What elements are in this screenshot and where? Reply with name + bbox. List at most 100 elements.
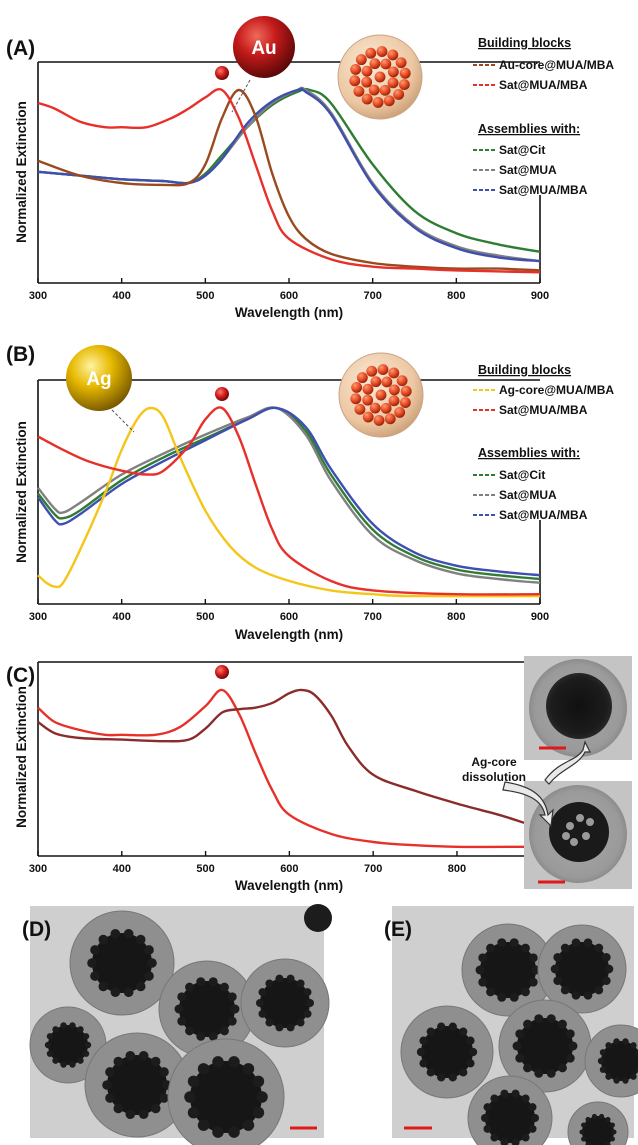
satellite-bead [362,394,374,406]
tem-satellite [481,1114,489,1122]
tem-satellite [208,977,218,987]
tem-satellite [591,1113,597,1119]
tem-satellite [486,943,496,953]
tem-satellite [557,1019,567,1029]
tem-satellite [46,1033,54,1040]
panel-c: (C) 300 400 500 600 700 800 Wavelength (nm) N… [6,656,632,893]
satellite-bead [369,402,381,414]
tem-satellite [419,1036,428,1045]
satellite-bead [372,96,384,108]
tem-satellite [242,1063,255,1075]
tem-satellite [515,1029,525,1039]
panel-d: (D) [22,904,332,1145]
panel-label-e: (E) [384,918,412,941]
small-nanoparticle-icon-b [215,387,229,401]
tem-satellite [110,928,121,939]
tem-particle-core [485,1093,535,1143]
panel-c-plot [37,688,525,849]
tem-satellite [177,1016,187,1026]
tem-satellite [568,1041,578,1051]
tem-particle-core [260,978,310,1028]
tem-satellite [594,943,604,953]
tem-satellite [613,1038,620,1045]
satellite-bead [388,367,400,379]
series-line-curve-1 [37,688,525,824]
tem-satellite [528,1124,537,1133]
panel-a-ticks: 300 400 500 600 700 800 900 [29,278,549,302]
satellite-bead [399,397,411,409]
tem-satellite [630,1042,637,1049]
legend-b-item-1: Ag-core@MUA/MBA [499,383,614,397]
satellite-bead [380,58,392,70]
satellite-bead [376,46,388,58]
tem-satellite [500,1089,509,1098]
x-tick-label: 400 [112,290,130,302]
legend-b-item-4: Sat@MUA [499,488,557,502]
tem-satellite [599,1113,605,1119]
tem-satellite [546,1068,556,1078]
legend-a-item-4: Sat@MUA [499,163,557,177]
tem-satellite [531,1114,539,1122]
tem-inset-before [524,656,632,760]
panel-c-ticks: 300 400 500 600 700 800 [29,851,466,875]
x-tick-label: 300 [29,290,47,302]
tem-satellite [258,988,267,997]
tem-satellite [185,1026,195,1036]
tem-satellite [550,964,560,974]
tem-satellite [150,1056,161,1067]
x-tick-label: 800 [447,611,465,623]
tem-satellite [197,1119,210,1131]
satellite-bead [350,63,362,75]
satellite-bead [368,84,380,96]
tem-satellite [585,1116,591,1123]
legend-b-header-assemblies: Assemblies with: [478,446,580,460]
tem-satellite [585,1141,591,1145]
tem-satellite [437,1022,446,1031]
series-line-sat-mua-mba [37,87,541,263]
tem-satellite [138,1050,149,1061]
satellite-bead [369,58,381,70]
tem-satellite [597,1057,605,1065]
satellite-bead [384,413,396,425]
x-tick-label: 800 [447,290,465,302]
silver-particle-icon [66,345,132,411]
x-tick-label: 900 [531,611,549,623]
tem-satellite [46,1050,54,1057]
tem-satellite [560,985,570,995]
x-tick-label: 600 [280,611,298,623]
tem-satellite [571,991,581,1000]
satellite-bead [370,376,382,388]
tem-satellite [635,1066,638,1073]
satellite-bead [361,76,373,88]
satellite-bead [393,88,405,100]
series-line-sat-mua-mba [37,88,541,274]
tem-satellite [258,1009,267,1018]
satellite-bead [350,393,362,405]
legend-a-item-2: Sat@MUA/MBA [499,78,588,92]
tem-satellite [419,1059,428,1068]
tem-satellite [242,1119,255,1131]
silver-particle-label: Ag [86,369,111,390]
tem-satellite [521,1133,530,1142]
panel-a-legend: Building blocks Au-core@MUA/MBA Sat@MUA/… [473,36,614,197]
satellite-bead [377,364,389,376]
tem-satellite [511,1138,520,1145]
tem-satellite [448,1022,457,1031]
satellite-bead [375,389,387,401]
tem-satellite [437,1073,446,1082]
tem-satellite [630,1073,637,1080]
tem-satellite [219,982,229,992]
tem-particle-core [190,1061,262,1133]
satellite-bead [394,406,406,418]
tem-satellite [581,1122,587,1128]
tem-satellite [605,1073,612,1080]
series-line-sat-cit [37,87,541,253]
small-nanoparticle-icon [215,66,229,80]
tem-satellite [98,934,109,945]
tem-satellite [509,992,519,1002]
panel-b-legend: Building blocks Ag-core@MUA/MBA Sat@MUA/… [473,363,614,522]
tem-satellite [605,1141,611,1145]
satellite-bead [396,375,408,387]
dissolved-core-spot [562,832,570,840]
tem-satellite [219,1026,229,1036]
